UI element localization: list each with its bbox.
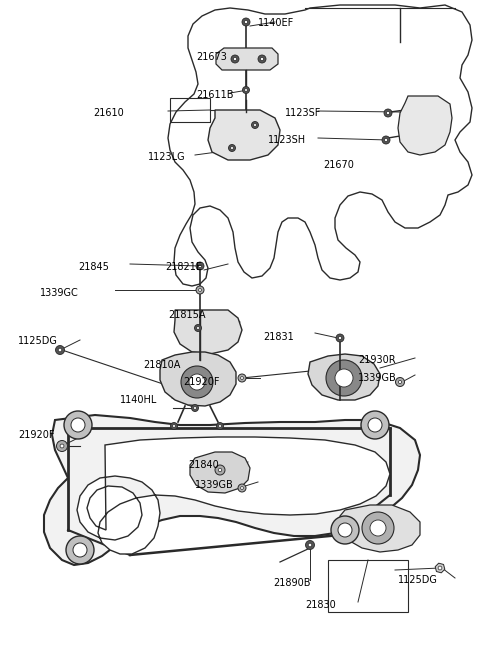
Circle shape — [194, 325, 202, 331]
Circle shape — [258, 55, 266, 63]
Polygon shape — [44, 415, 420, 565]
Circle shape — [335, 369, 353, 387]
Circle shape — [386, 112, 390, 115]
Circle shape — [362, 512, 394, 544]
Circle shape — [196, 286, 204, 294]
Circle shape — [192, 405, 199, 411]
Circle shape — [189, 374, 205, 390]
Circle shape — [238, 374, 246, 382]
Polygon shape — [435, 563, 445, 573]
Circle shape — [242, 18, 250, 26]
Text: 21920F: 21920F — [18, 430, 55, 440]
Polygon shape — [216, 48, 278, 70]
Circle shape — [73, 543, 87, 557]
Circle shape — [240, 487, 243, 489]
Text: 1123SH: 1123SH — [268, 135, 306, 145]
Circle shape — [230, 146, 233, 150]
Circle shape — [66, 536, 94, 564]
Text: 21821E: 21821E — [165, 262, 202, 272]
Text: 21930R: 21930R — [358, 355, 396, 365]
Circle shape — [336, 334, 344, 342]
Circle shape — [398, 380, 402, 384]
Circle shape — [173, 424, 175, 428]
Polygon shape — [308, 354, 380, 400]
Text: 21815A: 21815A — [168, 310, 205, 320]
Text: 21670: 21670 — [323, 160, 354, 170]
Circle shape — [384, 109, 392, 117]
Circle shape — [368, 418, 382, 432]
Circle shape — [361, 411, 389, 439]
Circle shape — [71, 418, 85, 432]
Text: 1123SF: 1123SF — [285, 108, 322, 118]
Circle shape — [396, 377, 405, 386]
Circle shape — [60, 444, 64, 448]
Polygon shape — [77, 437, 390, 554]
Circle shape — [308, 543, 312, 547]
Circle shape — [338, 523, 352, 537]
Text: 21611B: 21611B — [196, 90, 233, 100]
Text: 1140HL: 1140HL — [120, 395, 157, 405]
Text: 21845: 21845 — [78, 262, 109, 272]
Circle shape — [260, 57, 264, 60]
Circle shape — [196, 262, 204, 270]
Circle shape — [338, 337, 342, 340]
Circle shape — [384, 138, 388, 142]
Polygon shape — [208, 110, 280, 160]
Circle shape — [245, 89, 247, 91]
Circle shape — [244, 20, 248, 24]
Text: 21840: 21840 — [188, 460, 219, 470]
Circle shape — [382, 136, 390, 144]
Polygon shape — [340, 505, 420, 552]
Circle shape — [197, 327, 199, 329]
Text: 21810A: 21810A — [143, 360, 180, 370]
Circle shape — [58, 348, 62, 352]
Text: 21920F: 21920F — [183, 377, 219, 387]
Circle shape — [331, 516, 359, 544]
Text: 1125DG: 1125DG — [18, 336, 58, 346]
Text: 1140EF: 1140EF — [258, 18, 294, 28]
Polygon shape — [160, 352, 236, 406]
Circle shape — [64, 411, 92, 439]
Circle shape — [370, 520, 386, 536]
Circle shape — [215, 465, 225, 475]
Text: 1339GC: 1339GC — [40, 288, 79, 298]
Circle shape — [218, 424, 221, 428]
Circle shape — [170, 422, 178, 430]
Circle shape — [198, 264, 202, 268]
Polygon shape — [174, 310, 242, 354]
Circle shape — [326, 360, 362, 396]
Circle shape — [305, 541, 314, 550]
Polygon shape — [168, 5, 472, 286]
Circle shape — [233, 57, 237, 60]
Circle shape — [252, 121, 259, 129]
Circle shape — [242, 87, 250, 94]
Text: 1339GB: 1339GB — [358, 373, 397, 383]
Text: 21830: 21830 — [305, 600, 336, 610]
Circle shape — [199, 289, 202, 291]
Circle shape — [193, 407, 196, 409]
Circle shape — [238, 484, 246, 492]
Circle shape — [438, 566, 442, 570]
Circle shape — [56, 346, 64, 354]
Circle shape — [57, 440, 68, 451]
Text: 21890B: 21890B — [273, 578, 311, 588]
Text: 21610: 21610 — [93, 108, 124, 118]
Polygon shape — [190, 452, 250, 493]
Bar — [328, 560, 408, 612]
Circle shape — [181, 366, 213, 398]
Circle shape — [218, 468, 222, 472]
Circle shape — [253, 123, 256, 127]
Text: 1339GB: 1339GB — [195, 480, 234, 490]
Text: 1123LG: 1123LG — [148, 152, 186, 162]
Text: 1125DG: 1125DG — [398, 575, 438, 585]
Text: 21673: 21673 — [196, 52, 227, 62]
Circle shape — [228, 144, 236, 152]
Text: 21831: 21831 — [263, 332, 294, 342]
Circle shape — [231, 55, 239, 63]
Circle shape — [216, 422, 224, 430]
Polygon shape — [398, 96, 452, 155]
Circle shape — [240, 377, 243, 379]
